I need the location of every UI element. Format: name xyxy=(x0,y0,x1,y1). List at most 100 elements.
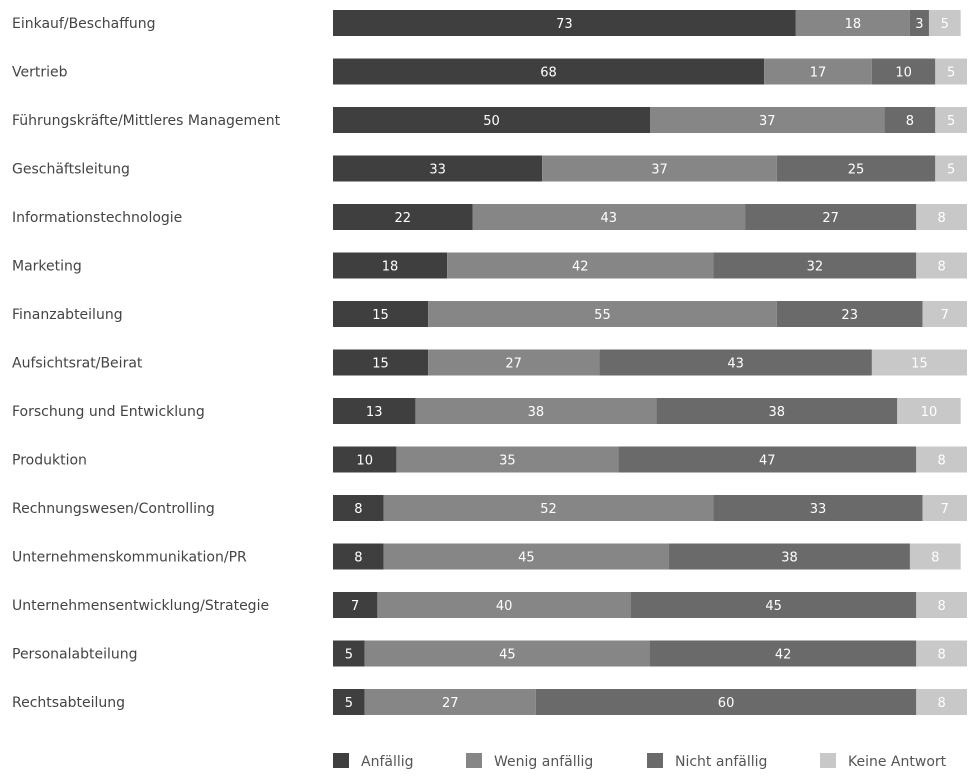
bar-segment xyxy=(377,592,631,618)
bar-segment xyxy=(776,155,936,182)
bar-segment xyxy=(333,689,365,715)
data-label: 60 xyxy=(718,696,735,711)
legend-swatch xyxy=(466,753,482,768)
bar-segment xyxy=(333,495,384,521)
data-label: 52 xyxy=(540,502,557,517)
bar-segment xyxy=(364,640,650,667)
legend-swatch xyxy=(820,753,836,768)
bar-segment xyxy=(922,301,967,327)
bar-row: 5 27 60 8 xyxy=(333,689,967,715)
category-label: Rechtsabteilung xyxy=(12,695,125,711)
bar-segment xyxy=(599,349,872,376)
bar-segment xyxy=(447,252,714,279)
data-label: 27 xyxy=(505,357,522,372)
legend: Anfällig Wenig anfällig Nicht anfällig Kein… xyxy=(333,753,947,770)
bar-segment xyxy=(333,640,365,667)
category-label: Marketing xyxy=(12,259,82,275)
data-label: 8 xyxy=(354,551,362,566)
bar-row: 7 40 45 8 xyxy=(333,592,967,618)
data-label: 27 xyxy=(822,211,839,226)
bar-segment xyxy=(333,252,448,279)
bar-segment xyxy=(909,543,961,570)
bar-segment xyxy=(922,495,967,521)
bar-segment xyxy=(472,204,746,230)
data-label: 5 xyxy=(345,648,353,663)
data-label: 10 xyxy=(895,66,912,81)
bar-segment xyxy=(764,58,872,85)
bar-segment xyxy=(415,398,657,424)
data-label: 22 xyxy=(394,211,411,226)
data-label: 5 xyxy=(941,17,949,32)
bar-segment xyxy=(333,58,765,85)
legend-label: Nicht anfällig xyxy=(675,754,767,770)
data-label: 8 xyxy=(937,696,945,711)
bar-segment xyxy=(333,349,429,376)
bar-row: 15 27 43 15 xyxy=(333,349,967,376)
bar-segment xyxy=(656,398,898,424)
bar-row: 33 37 25 5 xyxy=(333,155,967,182)
bar-row: 73 18 3 5 xyxy=(333,10,961,36)
data-label: 8 xyxy=(937,648,945,663)
bar-segment xyxy=(542,155,777,182)
data-label: 42 xyxy=(572,260,589,275)
data-label: 18 xyxy=(845,17,862,32)
data-label: 38 xyxy=(769,405,786,420)
category-label: Unternehmenskommunikation/PR xyxy=(12,550,247,566)
data-label: 10 xyxy=(356,454,373,469)
legend-item: Nicht anfällig xyxy=(647,753,767,770)
data-label: 35 xyxy=(499,454,516,469)
data-label: 37 xyxy=(759,114,776,129)
bar-segment xyxy=(333,301,429,327)
bar-segment xyxy=(669,543,910,570)
bar-segment xyxy=(916,446,967,473)
bar-segment xyxy=(884,107,936,133)
bar-row: 50 37 8 5 xyxy=(333,107,967,133)
data-label: 45 xyxy=(499,648,516,663)
data-label: 38 xyxy=(781,551,798,566)
bar-segment xyxy=(916,592,967,618)
legend-swatch xyxy=(333,753,349,768)
data-label: 23 xyxy=(841,308,858,323)
bar-segment xyxy=(396,446,619,473)
data-label: 8 xyxy=(937,211,945,226)
legend-item: Anfällig xyxy=(333,753,414,770)
data-label: 43 xyxy=(601,211,618,226)
bar-row: 5 45 42 8 xyxy=(333,640,967,667)
bar-segment xyxy=(428,349,600,376)
bar-segment xyxy=(650,640,917,667)
data-label: 43 xyxy=(727,357,744,372)
data-label: 25 xyxy=(848,163,865,178)
category-label: Forschung und Entwicklung xyxy=(12,404,205,420)
bar-segment xyxy=(871,349,967,376)
data-label: 73 xyxy=(556,17,573,32)
bar-segment xyxy=(795,10,910,36)
bar-segment xyxy=(916,204,967,230)
data-label: 37 xyxy=(651,163,668,178)
data-label: 3 xyxy=(915,17,923,32)
bar-segment xyxy=(630,592,917,618)
data-label: 13 xyxy=(366,405,383,420)
bar-segment xyxy=(333,155,543,182)
bar-row: 8 45 38 8 xyxy=(333,543,961,570)
bar-segment xyxy=(333,204,473,230)
bar-segment xyxy=(364,689,536,715)
data-label: 7 xyxy=(941,502,949,517)
category-label: Vertrieb xyxy=(12,65,68,81)
data-label: 38 xyxy=(528,405,545,420)
bar-segment xyxy=(909,10,929,36)
bar-segment xyxy=(535,689,917,715)
legend-item: Wenig anfällig xyxy=(466,753,593,770)
bar-segment xyxy=(916,689,967,715)
data-label: 5 xyxy=(345,696,353,711)
data-label: 10 xyxy=(921,405,938,420)
bar-segment xyxy=(333,543,384,570)
data-label: 15 xyxy=(911,357,928,372)
bar-area: 73 18 3 568 17 10 550 37 8 533 37 25 522 43 27 818 42 32 8… xyxy=(333,10,967,715)
bar-row: 8 52 33 7 xyxy=(333,495,967,521)
data-label: 55 xyxy=(594,308,611,323)
data-label: 8 xyxy=(906,114,914,129)
bar-row: 13 38 38 10 xyxy=(333,398,961,424)
data-label: 68 xyxy=(540,66,557,81)
bar-segment xyxy=(333,446,397,473)
